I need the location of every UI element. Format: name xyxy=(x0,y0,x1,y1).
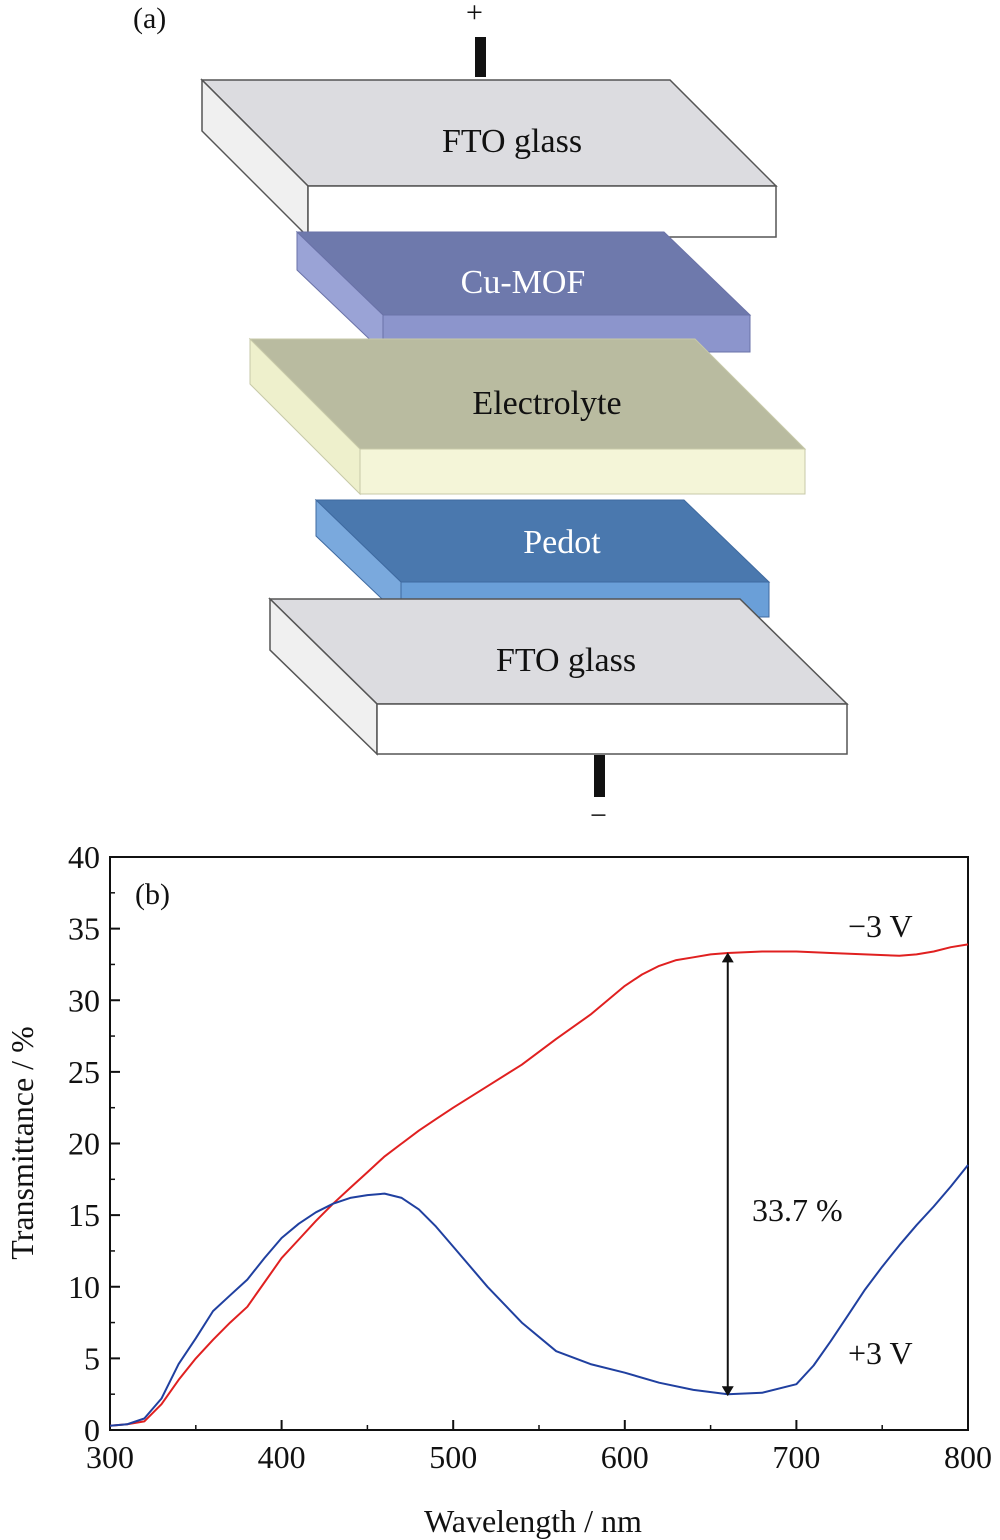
device-stack-diagram: (a) + FTO glass Cu-MOF Electrolyte xyxy=(133,0,849,832)
y-tick-label: 35 xyxy=(68,911,100,947)
positive-terminal-lead xyxy=(475,37,486,77)
x-axis-label: Wavelength / nm xyxy=(424,1503,642,1539)
difference-annotation: 33.7 % xyxy=(752,1192,843,1228)
x-tick-label: 600 xyxy=(601,1439,649,1475)
layer-label: FTO glass xyxy=(496,642,636,679)
y-tick-label: 0 xyxy=(84,1412,100,1448)
negative-terminal-lead xyxy=(594,755,605,797)
panel-b-label: (b) xyxy=(135,878,170,911)
series-line-negative-3v xyxy=(109,943,969,1427)
y-tick-label: 30 xyxy=(68,982,100,1018)
series-label-negative: −3 V xyxy=(848,908,913,944)
layer-cu-mof: Cu-MOF xyxy=(295,230,752,354)
positive-terminal-sign: + xyxy=(466,0,483,29)
x-tick-label: 300 xyxy=(86,1439,134,1475)
layer-front-face xyxy=(359,448,806,495)
layer-front-face xyxy=(307,185,777,238)
series-line-positive-3v xyxy=(109,1164,969,1427)
layer-electrolyte: Electrolyte xyxy=(248,337,807,496)
y-tick-label: 5 xyxy=(84,1340,100,1376)
layer-label: FTO glass xyxy=(442,123,582,160)
series-layer xyxy=(109,943,969,1427)
panel-a-label: (a) xyxy=(133,2,166,35)
x-axis: 300 400 500 600 700 800 xyxy=(86,1420,992,1475)
y-axis-label: Transmittance / % xyxy=(4,1026,40,1259)
x-tick-label: 700 xyxy=(772,1439,820,1475)
layer-label: Cu-MOF xyxy=(461,264,586,301)
y-tick-label: 40 xyxy=(68,839,100,875)
x-tick-label: 500 xyxy=(429,1439,477,1475)
plot-frame xyxy=(109,856,969,1431)
x-tick-label: 800 xyxy=(944,1439,992,1475)
y-tick-label: 10 xyxy=(68,1269,100,1305)
y-axis: 0 5 10 15 20 25 30 35 40 xyxy=(68,839,120,1448)
series-label-positive: +3 V xyxy=(848,1335,913,1371)
x-tick-label: 400 xyxy=(258,1439,306,1475)
negative-terminal-sign: − xyxy=(590,799,607,832)
layer-label: Electrolyte xyxy=(472,385,621,422)
layer-fto-glass-top: FTO glass xyxy=(200,78,778,239)
y-tick-label: 25 xyxy=(68,1054,100,1090)
layer-front-face xyxy=(376,703,848,755)
layer-fto-glass-bottom: FTO glass xyxy=(268,597,849,756)
layer-label: Pedot xyxy=(523,524,601,561)
y-tick-label: 15 xyxy=(68,1197,100,1233)
y-tick-label: 20 xyxy=(68,1126,100,1162)
